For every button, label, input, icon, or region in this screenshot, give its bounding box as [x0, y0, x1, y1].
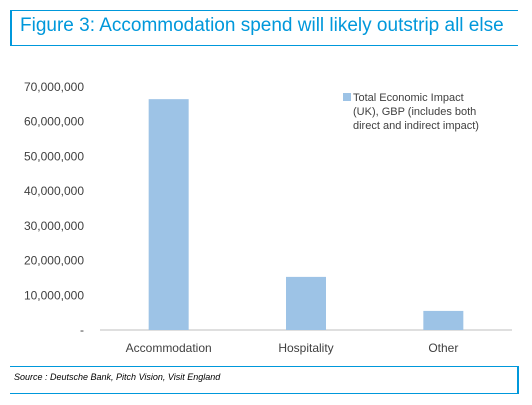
y-tick-label: 50,000,000	[24, 149, 84, 163]
right-border	[517, 366, 519, 394]
y-tick-label: -	[80, 323, 84, 337]
x-tick-label: Other	[428, 341, 458, 355]
bar-hospitality	[286, 276, 326, 330]
legend-swatch	[343, 93, 351, 101]
chart-area: - 10,000,000 20,000,000 30,000,000 40,000,00…	[0, 60, 532, 365]
source-divider	[10, 366, 518, 367]
bar-accommodation	[148, 99, 189, 331]
bar-chart: - 10,000,000 20,000,000 30,000,000 40,000,00…	[24, 80, 512, 355]
y-tick-label: 10,000,000	[24, 288, 84, 302]
source-note: Source : Deutsche Bank, Pitch Vision, Vi…	[14, 372, 221, 382]
bar-other	[423, 310, 464, 330]
y-tick-label: 40,000,000	[24, 184, 84, 198]
legend-label: Total Economic Impact	[353, 92, 464, 104]
chart-title: Figure 3: Accommodation spend will likel…	[20, 15, 504, 36]
legend-label: (UK), GBP (includes both	[353, 106, 476, 118]
y-tick-label: 60,000,000	[24, 115, 84, 129]
y-tick-label: 70,000,000	[24, 80, 84, 94]
y-tick-label: 20,000,000	[24, 254, 84, 268]
x-tick-label: Hospitality	[278, 341, 333, 355]
bottom-border	[10, 393, 519, 394]
y-tick-label: 30,000,000	[24, 219, 84, 233]
x-tick-label: Accommodation	[126, 341, 212, 355]
legend-label: direct and indirect impact)	[353, 120, 479, 132]
title-box: Figure 3: Accommodation spend will likel…	[10, 10, 518, 46]
